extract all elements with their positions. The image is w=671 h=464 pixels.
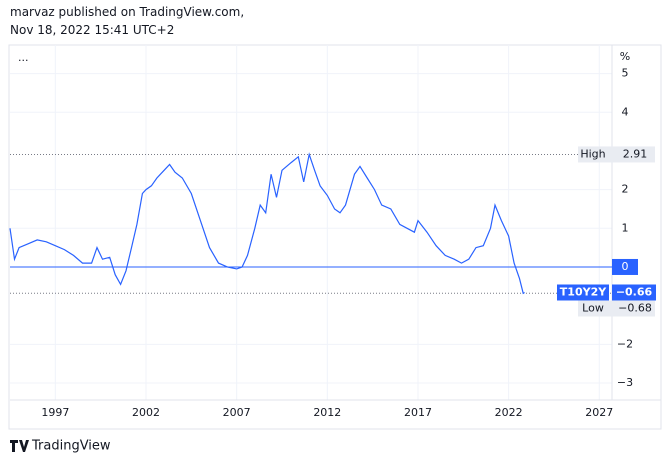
author-line: marvaz published on TradingView.com,: [10, 5, 245, 19]
logo: [10, 440, 29, 452]
x-tick-label: 2007: [223, 406, 251, 419]
x-tick-label: 2012: [313, 406, 341, 419]
y-tick-label: −3: [617, 376, 633, 389]
high-name: High: [580, 147, 605, 160]
x-tick-label: 2002: [132, 406, 160, 419]
y-tick-label: 4: [622, 105, 629, 118]
brand: TradingView: [31, 439, 111, 454]
y-tick-label: 2: [622, 183, 629, 196]
last-value: −0.66: [616, 285, 653, 298]
x-tick-label: 2027: [585, 406, 613, 419]
pane-border: [8, 44, 662, 430]
baseline-badge: [612, 258, 638, 275]
date-line: Nov 18, 2022 15:41 UTC+2: [10, 23, 175, 37]
menu[interactable]: ...: [18, 51, 29, 64]
high-badge: [578, 146, 655, 163]
low-name: Low: [582, 301, 604, 314]
series-name: T10Y2Y: [560, 285, 607, 298]
unit: %: [620, 50, 630, 63]
last-badge: [612, 284, 656, 301]
baseline-label: 0: [622, 260, 629, 273]
x-tick-label: 2022: [495, 406, 523, 419]
y-tick-label: 5: [622, 67, 629, 80]
low-badge: [578, 300, 655, 317]
x-tick-label: 1997: [41, 406, 69, 419]
low-value: −0.68: [618, 301, 652, 314]
y-tick-label: −2: [617, 337, 633, 350]
high-value: 2.91: [623, 147, 648, 160]
series-line: [9, 152, 525, 295]
y-tick-label: 1: [622, 221, 629, 234]
series-name-badge: [557, 284, 609, 301]
x-tick-label: 2017: [404, 406, 432, 419]
